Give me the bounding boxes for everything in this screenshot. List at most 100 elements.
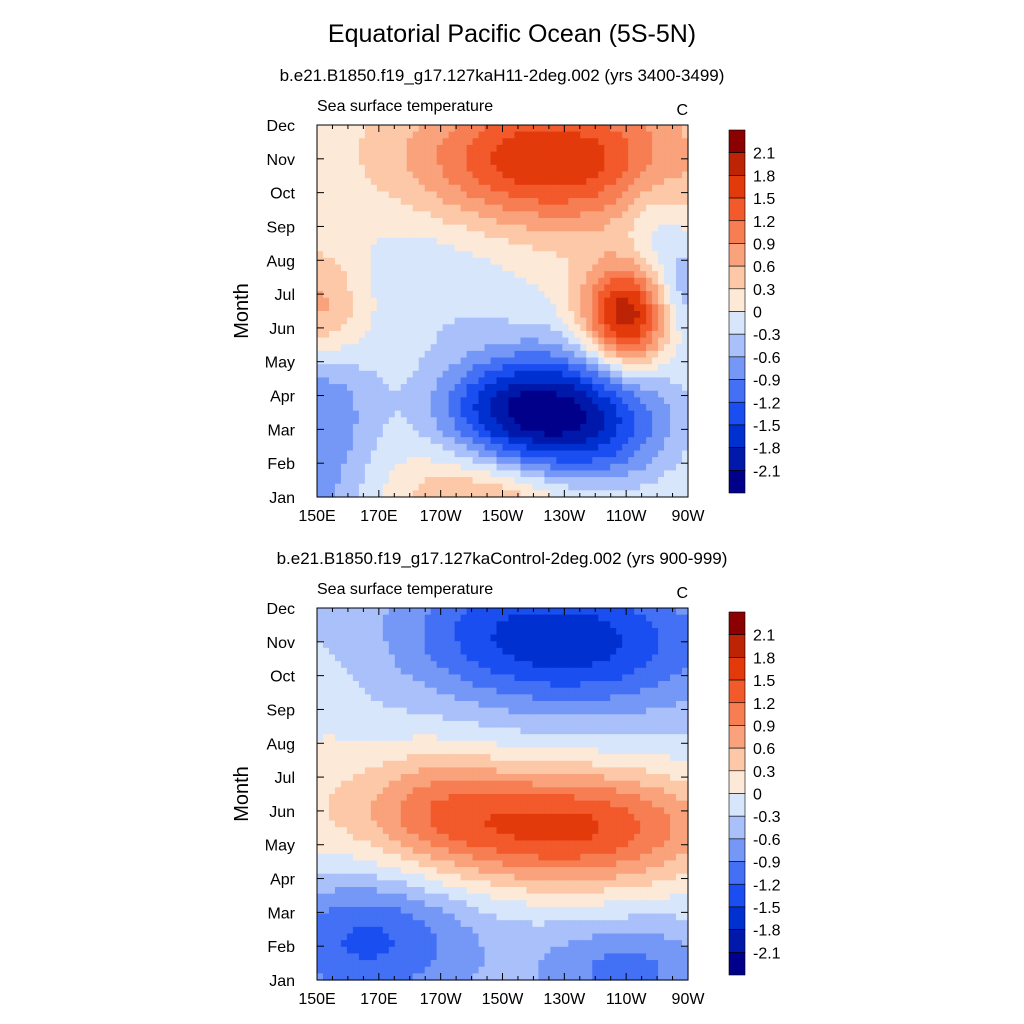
field-cell	[430, 277, 438, 286]
field-cell	[376, 634, 384, 642]
field-cell	[682, 701, 689, 709]
field-cell	[622, 450, 629, 458]
field-cell	[556, 654, 563, 662]
field-cell	[664, 614, 671, 622]
field-cell	[478, 144, 486, 153]
field-cell	[370, 284, 378, 292]
field-cell	[628, 364, 635, 372]
field-cell	[412, 747, 420, 755]
field-cell	[364, 687, 372, 695]
field-cell	[556, 417, 563, 425]
field-cell	[418, 251, 426, 259]
field-cell	[430, 144, 438, 153]
field-cell	[640, 417, 647, 425]
field-cell	[430, 231, 438, 239]
field-cell	[460, 237, 468, 246]
field-cell	[616, 337, 623, 345]
field-cell	[544, 184, 551, 193]
colorbar-box	[728, 447, 746, 471]
field-cell	[352, 237, 360, 246]
field-cell	[472, 277, 480, 286]
field-cell	[574, 483, 581, 491]
field-cell	[334, 687, 342, 695]
field-cell	[544, 337, 551, 345]
field-cell	[317, 364, 324, 372]
field-cell	[370, 337, 378, 345]
field-cell	[520, 490, 528, 498]
field-cell	[478, 364, 486, 372]
field-cell	[484, 144, 492, 153]
field-cell	[340, 667, 348, 676]
field-cell	[334, 184, 342, 193]
field-cell	[664, 131, 671, 139]
field-cell	[604, 138, 611, 146]
field-cell	[346, 251, 354, 259]
field-cell	[448, 647, 456, 656]
field-cell	[334, 218, 342, 226]
field-cell	[364, 264, 372, 272]
field-cell	[418, 674, 426, 682]
field-cell	[538, 377, 545, 385]
field-cell	[652, 277, 659, 286]
field-cell	[682, 364, 689, 372]
field-cell	[406, 218, 414, 226]
field-cell	[388, 647, 396, 656]
field-cell	[574, 661, 581, 669]
field-cell	[352, 410, 360, 418]
field-cell	[376, 477, 384, 485]
field-cell	[580, 661, 587, 669]
field-cell	[520, 437, 528, 445]
field-cell	[562, 701, 569, 709]
field-cell	[508, 344, 516, 352]
field-cell	[406, 284, 414, 292]
field-cell	[472, 237, 480, 246]
field-cell	[532, 608, 539, 616]
field-cell	[622, 410, 629, 418]
field-cell	[340, 490, 348, 498]
field-cell	[406, 317, 414, 325]
field-cell	[388, 184, 396, 193]
field-cell	[490, 244, 498, 252]
field-cell	[538, 681, 545, 689]
field-cell	[598, 490, 605, 498]
field-cell	[352, 443, 360, 452]
field-cell	[562, 184, 569, 193]
field-cell	[376, 627, 384, 636]
field-cell	[334, 178, 342, 186]
field-cell	[502, 621, 510, 629]
field-cell	[472, 257, 480, 266]
field-cell	[382, 608, 390, 616]
field-cell	[544, 608, 551, 616]
field-cell	[646, 694, 653, 702]
field-cell	[502, 291, 510, 299]
field-cell	[412, 284, 420, 292]
field-cell	[424, 647, 432, 656]
field-cell	[562, 224, 569, 232]
field-cell	[682, 490, 689, 498]
field-cell	[514, 720, 522, 729]
field-cell	[598, 198, 605, 206]
field-cell	[514, 198, 522, 206]
field-cell	[322, 430, 330, 438]
field-cell	[394, 231, 402, 239]
field-cell	[622, 614, 629, 622]
field-cell	[430, 490, 438, 498]
field-cell	[317, 350, 324, 359]
field-cell	[634, 151, 641, 159]
field-cell	[370, 211, 378, 219]
field-cell	[430, 450, 438, 458]
field-cell	[514, 264, 522, 272]
field-cell	[376, 734, 384, 742]
field-cell	[550, 694, 557, 702]
field-cell	[496, 158, 504, 166]
field-cell	[376, 164, 384, 173]
field-cell	[418, 608, 426, 616]
field-cell	[346, 218, 354, 226]
field-cell	[346, 125, 354, 133]
field-cell	[526, 397, 534, 405]
field-cell	[550, 457, 557, 465]
field-cell	[460, 291, 468, 299]
field-cell	[598, 707, 605, 715]
field-cell	[490, 614, 498, 622]
field-cell	[370, 138, 378, 146]
